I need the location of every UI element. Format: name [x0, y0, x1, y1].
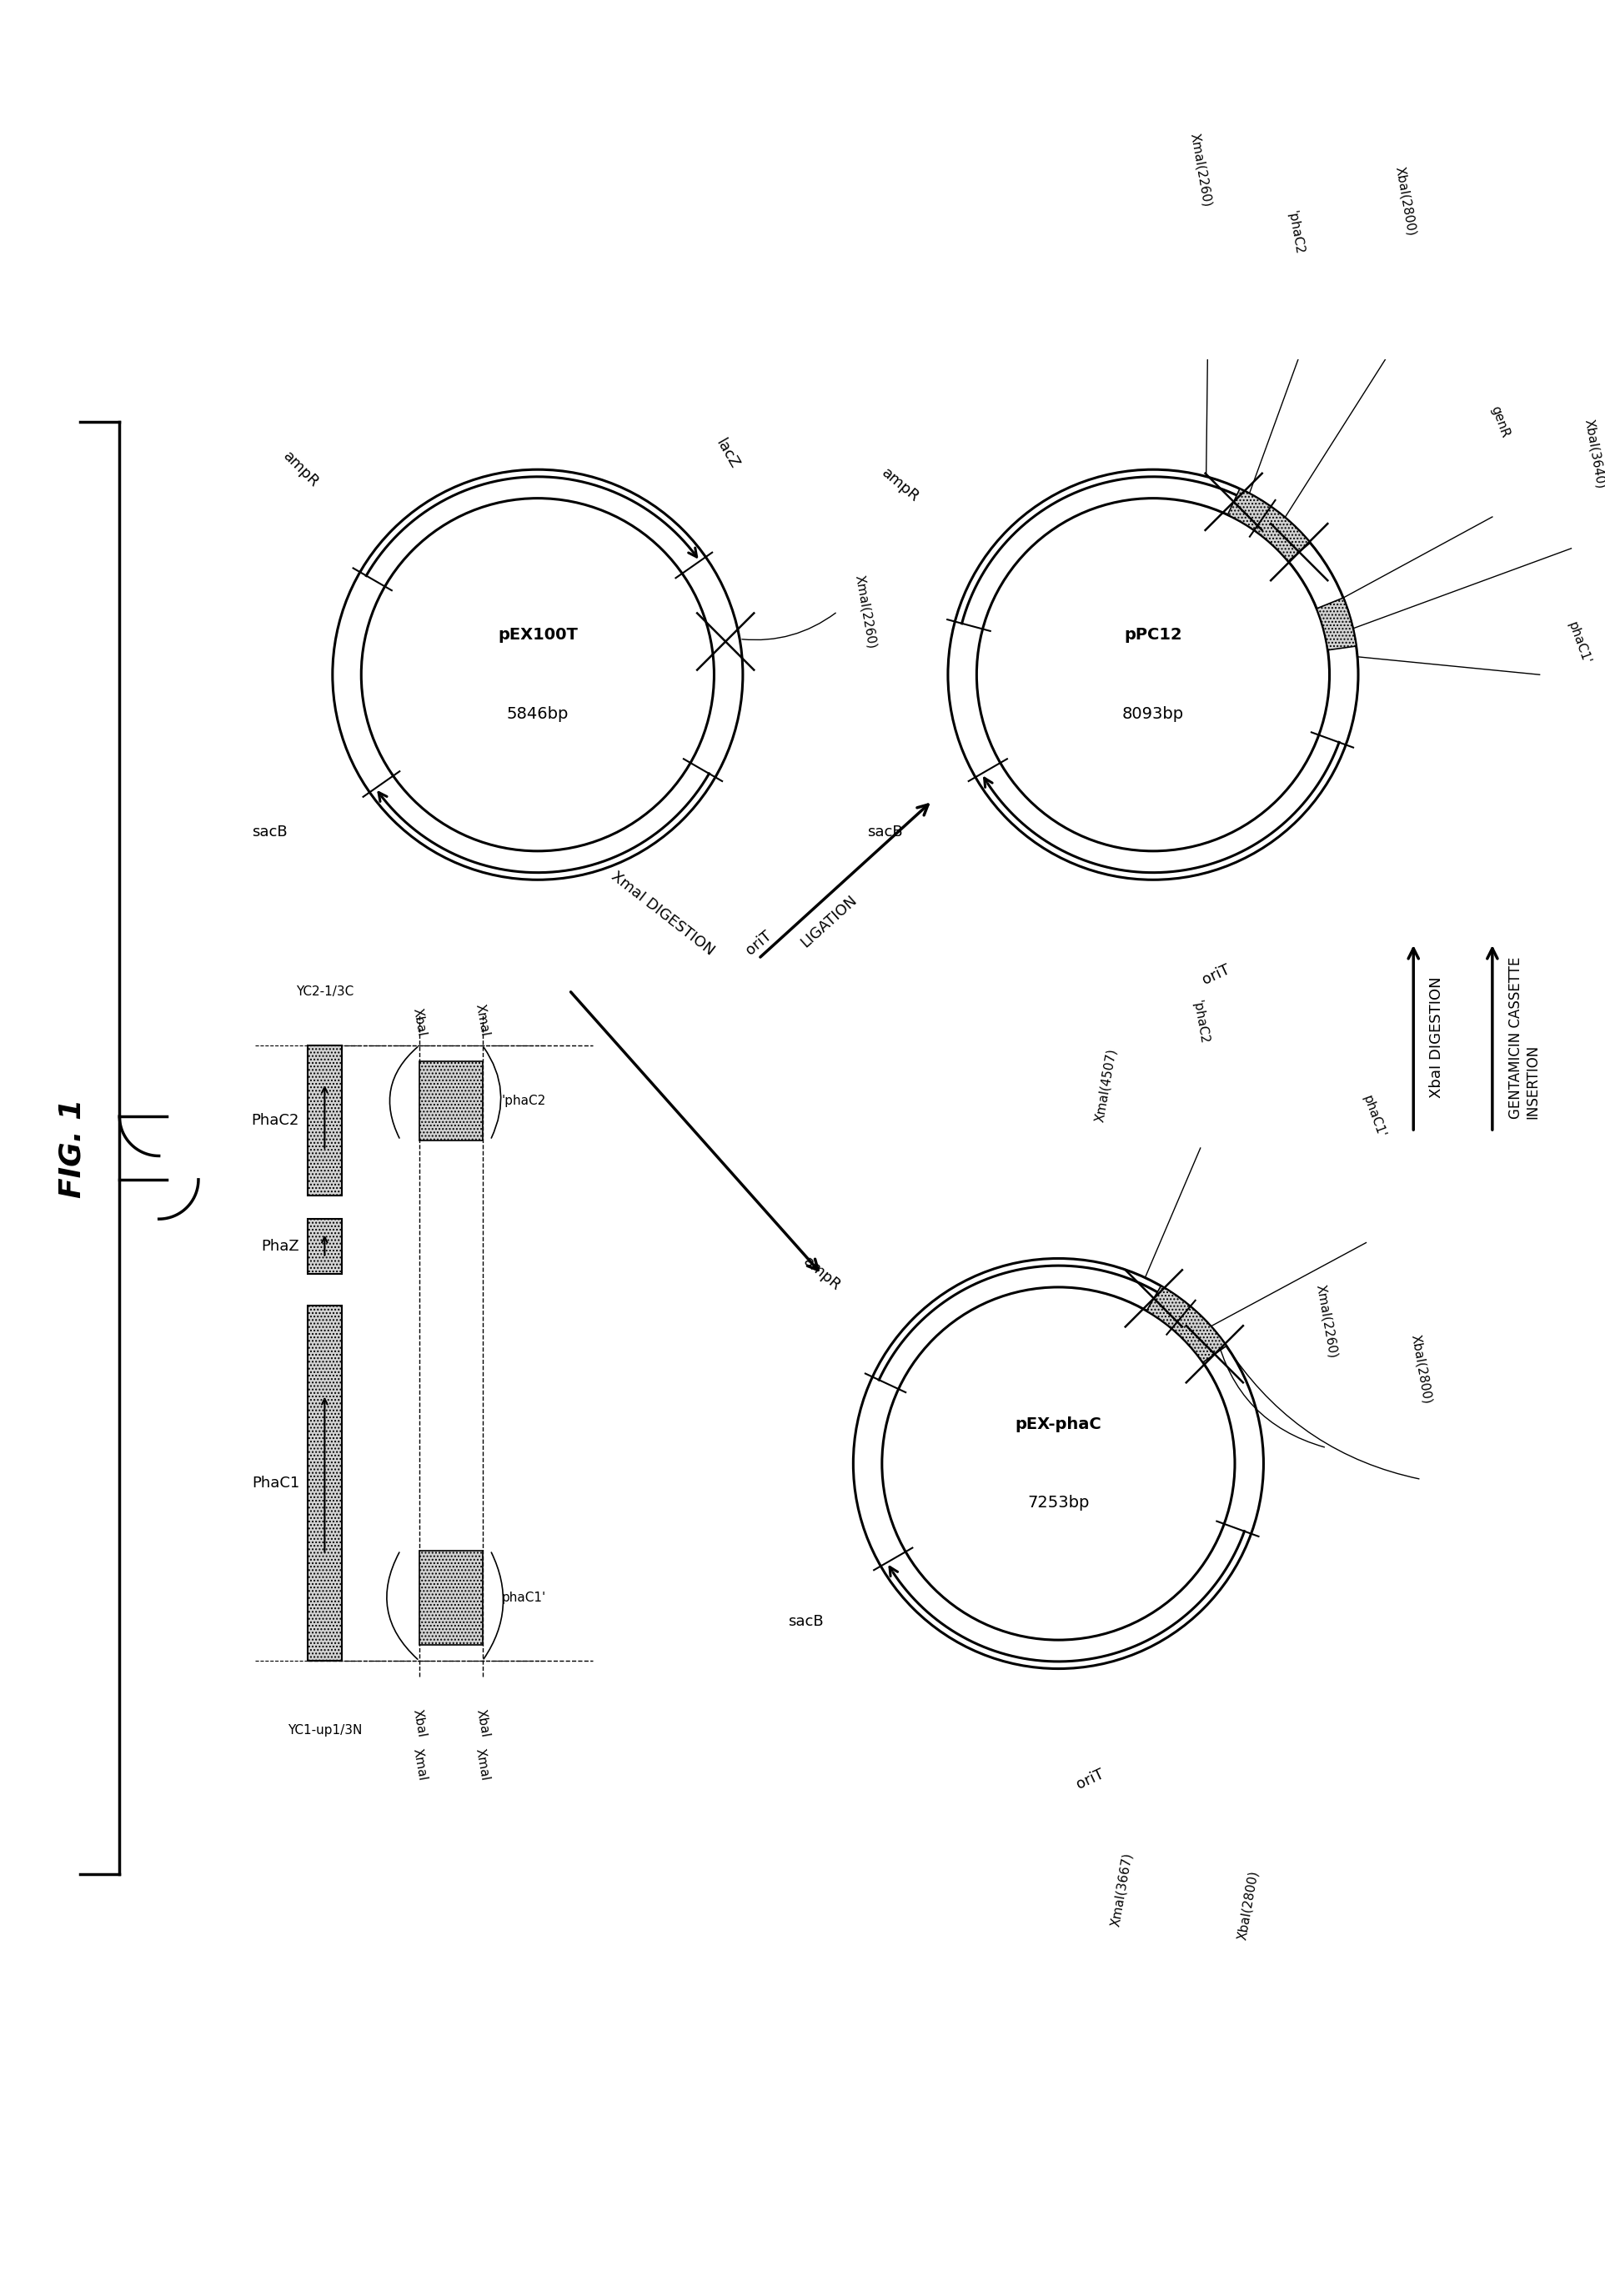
Text: XmaI: XmaI — [473, 1747, 491, 1782]
Text: phaC1': phaC1' — [1361, 1093, 1387, 1139]
Text: XmaI(2260): XmaI(2260) — [1314, 1283, 1339, 1359]
Text: XmaI(4507): XmaI(4507) — [1093, 1047, 1119, 1123]
Text: sacB: sacB — [788, 1614, 823, 1628]
Text: XmaI: XmaI — [411, 1747, 429, 1782]
Text: XbaI(3640): XbaI(3640) — [1583, 418, 1605, 489]
Text: 'phaC2: 'phaC2 — [1191, 999, 1210, 1045]
Text: PhaC1: PhaC1 — [252, 1476, 300, 1490]
Text: XmaI(3667): XmaI(3667) — [1109, 1851, 1135, 1929]
Text: XbaI(2800): XbaI(2800) — [1393, 165, 1417, 236]
Text: 'phaC2: 'phaC2 — [1286, 209, 1305, 255]
Text: sacB: sacB — [867, 824, 902, 840]
Bar — [419, 1061, 483, 1141]
Text: YC1-up1/3N: YC1-up1/3N — [287, 1724, 361, 1736]
Text: oriT: oriT — [1074, 1766, 1106, 1793]
Text: XbaI: XbaI — [411, 1008, 429, 1038]
Text: YC2-1/3C: YC2-1/3C — [295, 985, 353, 999]
Text: ampR: ampR — [880, 466, 923, 505]
Text: ampR: ampR — [799, 1254, 843, 1295]
Bar — [307, 1306, 342, 1660]
Text: LIGATION: LIGATION — [798, 893, 860, 951]
Bar — [307, 1045, 342, 1196]
Text: XbaI(2800): XbaI(2800) — [1236, 1869, 1260, 1940]
Bar — [307, 1219, 342, 1274]
Text: PhaZ: PhaZ — [262, 1240, 300, 1254]
Text: oriT: oriT — [1201, 962, 1233, 987]
Text: XmaI: XmaI — [473, 1003, 491, 1038]
Text: lacZ: lacZ — [713, 436, 742, 471]
Text: 8093bp: 8093bp — [1122, 707, 1184, 721]
Text: ampR: ampR — [281, 448, 321, 491]
Text: XbaI: XbaI — [473, 1708, 491, 1738]
Text: pEX100T: pEX100T — [498, 627, 578, 643]
Text: XmaI(2260): XmaI(2260) — [854, 574, 878, 650]
Text: XbaI: XbaI — [411, 1708, 429, 1738]
Text: phaC1': phaC1' — [501, 1591, 546, 1605]
Bar — [419, 1550, 483, 1644]
Text: pPC12: pPC12 — [1124, 627, 1183, 643]
Text: 'phaC2: 'phaC2 — [501, 1095, 546, 1107]
Polygon shape — [1316, 597, 1356, 650]
Text: GENTAMICIN CASSETTE
INSERTION: GENTAMICIN CASSETTE INSERTION — [1509, 957, 1541, 1118]
Text: sacB: sacB — [252, 824, 287, 840]
Text: FIG. 1: FIG. 1 — [58, 1097, 87, 1199]
Text: phaC1': phaC1' — [1565, 620, 1592, 666]
Polygon shape — [1146, 1286, 1226, 1362]
Text: oriT: oriT — [743, 928, 775, 957]
Text: XmaI(2260): XmaI(2260) — [1188, 131, 1213, 207]
Text: 7253bp: 7253bp — [1027, 1495, 1090, 1511]
Text: PhaC2: PhaC2 — [252, 1114, 300, 1127]
Text: 5846bp: 5846bp — [507, 707, 568, 721]
Text: XbaI DIGESTION: XbaI DIGESTION — [1428, 976, 1444, 1097]
Text: XbaI(2800): XbaI(2800) — [1409, 1334, 1433, 1405]
Text: XmaI DIGESTION: XmaI DIGESTION — [608, 868, 717, 960]
Polygon shape — [1228, 489, 1310, 560]
Text: genR: genR — [1489, 404, 1512, 441]
Text: pEX-phaC: pEX-phaC — [1014, 1417, 1101, 1433]
